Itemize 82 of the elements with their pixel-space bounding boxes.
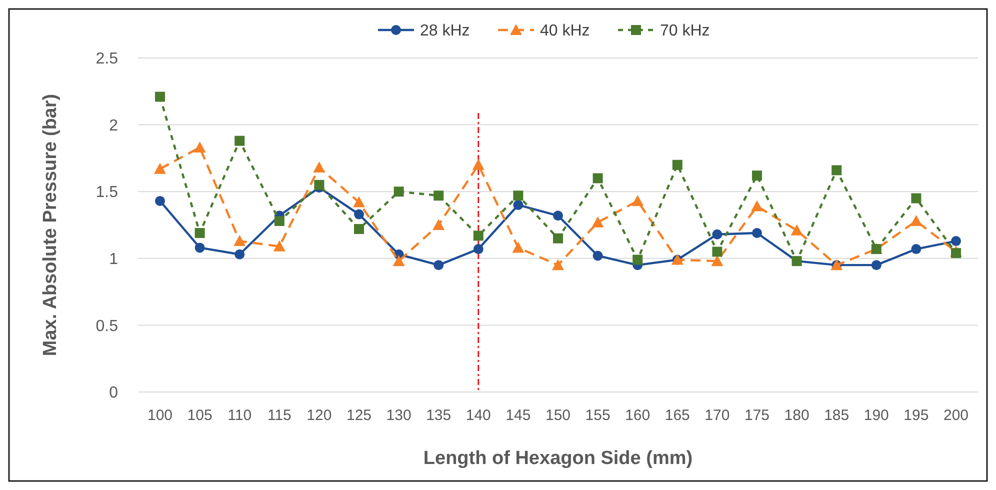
x-tick-label: 135 <box>426 407 452 424</box>
point <box>871 260 882 270</box>
x-tick-label: 165 <box>664 407 690 424</box>
point <box>353 196 365 208</box>
x-tick-label: 105 <box>187 407 212 424</box>
point <box>592 216 604 228</box>
point <box>553 210 563 221</box>
x-tick-label: 140 <box>466 407 491 424</box>
x-tick-label: 150 <box>545 407 571 424</box>
point <box>194 242 205 253</box>
point <box>472 158 484 170</box>
point <box>711 255 724 266</box>
point <box>432 219 445 230</box>
point <box>951 236 961 246</box>
point <box>234 136 245 146</box>
point <box>314 180 324 190</box>
x-tick-label: 145 <box>506 407 531 424</box>
point <box>911 193 922 204</box>
point <box>552 259 564 270</box>
point <box>273 240 286 252</box>
point <box>832 165 842 176</box>
point <box>632 194 644 206</box>
y-tick-label: 1.5 <box>96 184 118 202</box>
point <box>592 173 603 184</box>
point <box>632 254 643 265</box>
x-tick-label: 110 <box>228 407 252 424</box>
y-tick-label: 0 <box>109 384 118 402</box>
point <box>752 228 762 238</box>
point <box>194 142 206 153</box>
y-tick-label: 2.5 <box>96 50 118 68</box>
point <box>274 216 284 226</box>
point <box>553 233 563 244</box>
point <box>473 244 484 254</box>
legend-label: 70 kHz <box>660 22 710 40</box>
legend-label: 40 kHz <box>540 22 590 40</box>
x-tick-label: 120 <box>306 407 332 424</box>
x-tick-label: 185 <box>824 407 850 424</box>
x-tick-label: 115 <box>267 407 292 424</box>
x-tick-label: 195 <box>904 407 929 424</box>
point <box>234 235 246 246</box>
point <box>392 255 405 266</box>
point <box>194 228 205 238</box>
point <box>512 242 524 253</box>
point <box>751 200 763 212</box>
point <box>672 160 682 170</box>
point <box>473 230 484 241</box>
point <box>951 248 961 258</box>
point <box>354 224 364 234</box>
point <box>790 224 803 236</box>
point <box>434 260 444 270</box>
x-tick-label: 190 <box>864 407 889 424</box>
point <box>592 250 603 261</box>
y-tick-label: 2 <box>109 117 118 134</box>
y-axis-title: Max. Absolute Pressure (bar) <box>40 94 61 356</box>
point <box>154 162 166 174</box>
x-tick-label: 170 <box>704 407 730 424</box>
point <box>313 162 326 173</box>
x-tick-label: 200 <box>943 407 969 424</box>
point <box>513 200 524 210</box>
x-tick-label: 155 <box>585 407 610 424</box>
x-tick-label: 130 <box>386 407 412 424</box>
point <box>434 190 444 201</box>
point <box>752 170 762 181</box>
point <box>513 190 524 201</box>
point <box>155 196 165 206</box>
x-tick-label: 175 <box>744 407 770 424</box>
point <box>394 186 404 197</box>
point <box>354 209 364 220</box>
y-tick-label: 0.5 <box>96 318 118 335</box>
x-tick-label: 125 <box>346 407 372 424</box>
x-tick-label: 100 <box>147 407 173 424</box>
point <box>910 214 922 226</box>
point <box>712 246 722 257</box>
point <box>712 229 722 240</box>
point <box>234 249 245 260</box>
point <box>155 92 165 102</box>
x-tick-label: 180 <box>784 407 810 424</box>
point <box>911 244 922 254</box>
legend-label: 28 kHz <box>420 22 470 40</box>
y-tick-label: 1 <box>109 251 118 268</box>
x-axis-title: Length of Hexagon Side (mm) <box>423 448 693 469</box>
x-tick-label: 160 <box>625 407 650 424</box>
